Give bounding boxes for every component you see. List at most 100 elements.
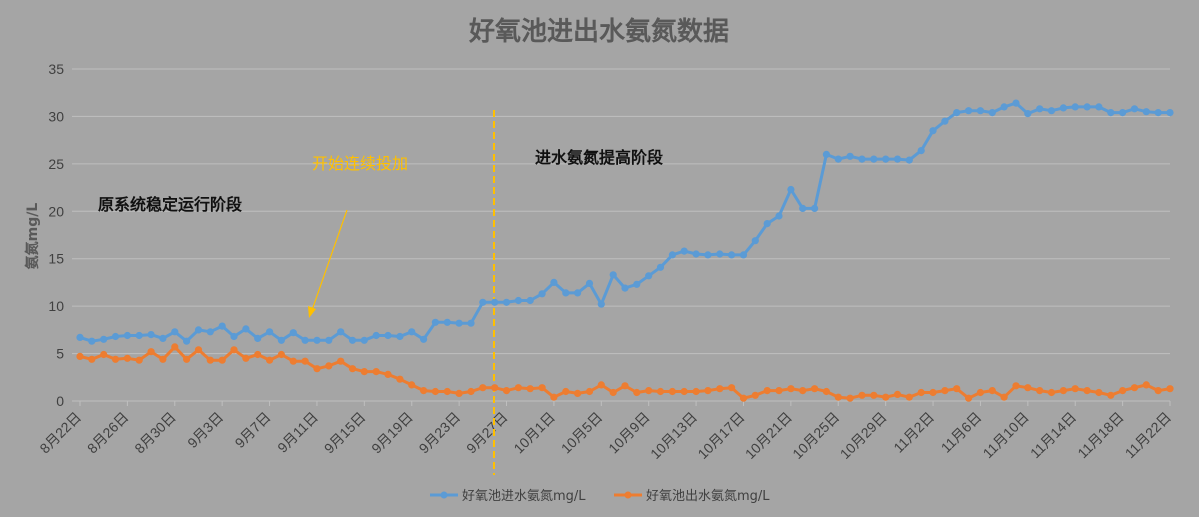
data-point bbox=[242, 354, 250, 362]
data-point bbox=[787, 385, 795, 393]
data-point bbox=[372, 368, 380, 376]
data-point bbox=[1071, 103, 1079, 111]
data-point bbox=[953, 109, 961, 117]
data-point bbox=[135, 356, 143, 364]
data-point bbox=[917, 147, 925, 155]
data-point bbox=[1083, 103, 1091, 111]
data-point bbox=[716, 250, 724, 258]
data-point bbox=[76, 333, 84, 341]
annotation-raised-stage: 进水氨氮提高阶段 bbox=[535, 148, 664, 167]
data-point bbox=[680, 387, 688, 396]
data-point bbox=[692, 250, 700, 258]
data-point bbox=[811, 204, 819, 212]
data-point bbox=[538, 290, 546, 298]
data-point bbox=[337, 328, 345, 336]
data-point bbox=[1047, 107, 1056, 115]
data-point bbox=[230, 346, 238, 354]
data-point bbox=[668, 251, 677, 259]
data-point bbox=[171, 328, 179, 336]
data-point bbox=[455, 389, 463, 397]
data-point bbox=[408, 381, 416, 389]
data-point bbox=[443, 387, 451, 396]
data-point bbox=[846, 394, 854, 402]
data-point bbox=[171, 343, 179, 351]
legend-item-outflow[interactable]: 好氧池出水氨氮mg/L bbox=[614, 489, 770, 504]
data-point bbox=[656, 263, 665, 271]
data-point bbox=[609, 388, 617, 397]
data-point bbox=[514, 384, 523, 392]
data-point bbox=[692, 387, 700, 396]
data-point bbox=[1083, 387, 1091, 395]
data-point bbox=[254, 334, 262, 342]
data-point bbox=[384, 331, 392, 340]
y-tick-label: 20 bbox=[48, 203, 64, 219]
y-tick-label: 10 bbox=[48, 298, 64, 314]
data-point bbox=[870, 155, 878, 163]
data-point bbox=[479, 298, 487, 306]
data-point bbox=[289, 357, 297, 365]
legend-inflow-label: 好氧池进水氨氮mg/L bbox=[462, 489, 586, 504]
data-point bbox=[266, 356, 274, 364]
data-point bbox=[526, 385, 534, 393]
data-point bbox=[917, 388, 925, 397]
data-point bbox=[100, 350, 108, 359]
data-point bbox=[799, 204, 807, 212]
data-point bbox=[396, 375, 404, 383]
data-point bbox=[834, 393, 842, 401]
data-point bbox=[1130, 105, 1139, 113]
data-point bbox=[1095, 103, 1103, 111]
data-point bbox=[656, 387, 665, 396]
y-axis-label: 氨氮mg/L bbox=[24, 203, 41, 270]
data-point bbox=[621, 382, 629, 390]
data-point bbox=[111, 332, 120, 341]
data-point bbox=[609, 271, 617, 279]
data-point bbox=[1130, 384, 1139, 392]
data-point bbox=[277, 350, 285, 359]
y-tick-label: 25 bbox=[48, 156, 64, 172]
y-tick-label: 15 bbox=[48, 251, 64, 267]
data-point bbox=[574, 289, 582, 297]
data-point bbox=[858, 155, 866, 163]
data-point bbox=[870, 391, 878, 399]
data-point bbox=[183, 355, 191, 363]
data-point bbox=[822, 387, 831, 396]
data-point bbox=[111, 355, 120, 363]
data-point bbox=[1166, 385, 1174, 393]
data-point bbox=[621, 284, 629, 292]
data-point bbox=[491, 384, 499, 392]
data-point bbox=[728, 384, 736, 392]
data-point bbox=[905, 393, 913, 401]
data-point bbox=[254, 350, 262, 359]
data-point bbox=[360, 368, 368, 376]
data-point bbox=[230, 332, 238, 341]
series-outflow bbox=[76, 343, 1174, 402]
data-point bbox=[1059, 104, 1067, 112]
data-point bbox=[455, 319, 463, 327]
chart-title: 好氧池进出水氨氮数据 bbox=[468, 16, 729, 47]
data-point bbox=[1036, 387, 1044, 395]
data-point bbox=[763, 220, 771, 228]
annotation-arrowhead bbox=[308, 306, 316, 318]
data-point bbox=[431, 387, 439, 396]
data-point bbox=[159, 355, 167, 363]
data-point bbox=[88, 337, 96, 345]
data-point bbox=[88, 355, 96, 363]
data-point bbox=[1095, 388, 1103, 397]
y-axis-ticks: 0 5 10 15 20 25 30 35 bbox=[48, 61, 64, 409]
data-point bbox=[396, 332, 404, 341]
data-point bbox=[680, 247, 688, 255]
data-point bbox=[313, 365, 321, 373]
data-point bbox=[408, 328, 416, 336]
data-point bbox=[301, 336, 309, 344]
data-point bbox=[1000, 103, 1008, 111]
data-point bbox=[1012, 99, 1020, 107]
data-point bbox=[988, 387, 996, 395]
data-point bbox=[893, 390, 902, 398]
data-point bbox=[301, 357, 309, 365]
data-point bbox=[123, 331, 131, 340]
legend-item-inflow[interactable]: 好氧池进水氨氮mg/L bbox=[430, 489, 586, 504]
data-point bbox=[194, 326, 203, 334]
y-tick-label: 30 bbox=[48, 108, 64, 124]
data-point bbox=[882, 155, 890, 163]
data-point bbox=[597, 300, 605, 308]
